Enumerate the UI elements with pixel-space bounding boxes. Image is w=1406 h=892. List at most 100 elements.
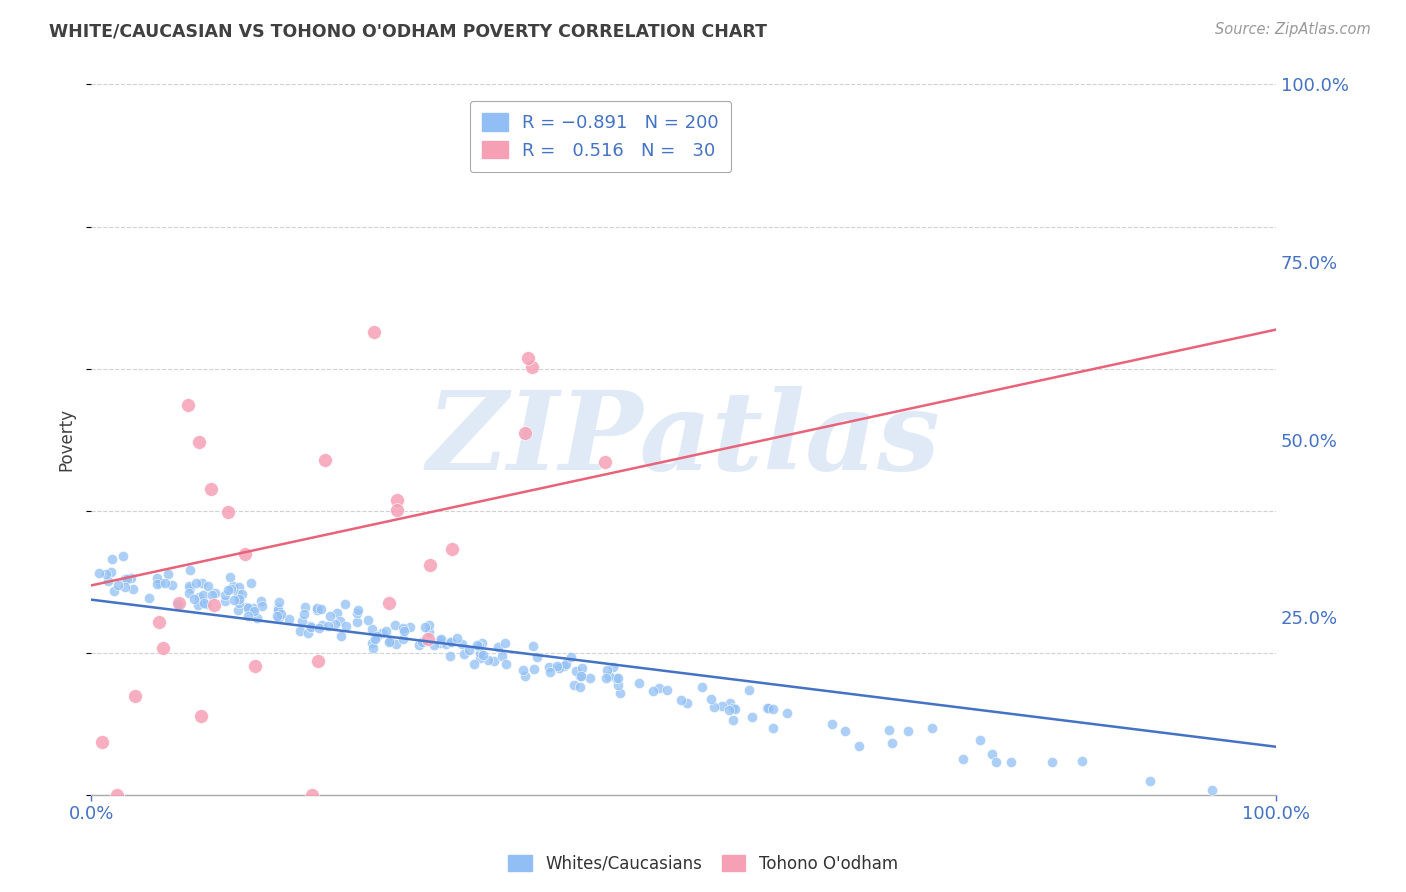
Point	[269, 610, 291, 624]
Point	[167, 596, 190, 610]
Point	[986, 755, 1008, 769]
Point	[346, 615, 368, 629]
Point	[596, 663, 619, 677]
Point	[429, 636, 451, 650]
Point	[468, 639, 491, 653]
Point	[179, 563, 201, 577]
Point	[228, 603, 250, 617]
Point	[471, 636, 494, 650]
Point	[537, 659, 560, 673]
Point	[183, 592, 205, 607]
Point	[648, 681, 671, 696]
Point	[177, 586, 200, 600]
Point	[299, 619, 322, 633]
Point	[375, 624, 398, 638]
Point	[335, 619, 357, 633]
Point	[326, 606, 349, 620]
Point	[1201, 782, 1223, 797]
Legend: Whites/Caucasians, Tohono O'odham: Whites/Caucasians, Tohono O'odham	[502, 848, 904, 880]
Point	[434, 637, 457, 651]
Point	[547, 661, 569, 675]
Point	[371, 626, 394, 640]
Point	[346, 606, 368, 620]
Point	[197, 579, 219, 593]
Point	[1040, 755, 1063, 769]
Point	[494, 636, 516, 650]
Point	[122, 582, 145, 596]
Point	[217, 583, 239, 598]
Point	[921, 721, 943, 735]
Point	[267, 603, 290, 617]
Point	[191, 588, 214, 602]
Point	[202, 598, 225, 612]
Point	[191, 576, 214, 591]
Point	[484, 654, 506, 668]
Point	[152, 640, 174, 655]
Point	[124, 689, 146, 703]
Point	[564, 678, 586, 692]
Point	[177, 398, 200, 412]
Point	[323, 616, 346, 631]
Point	[526, 650, 548, 665]
Point	[848, 739, 870, 753]
Point	[510, 139, 533, 153]
Point	[399, 620, 422, 634]
Point	[463, 657, 485, 672]
Point	[307, 655, 329, 669]
Point	[357, 614, 380, 628]
Point	[605, 671, 627, 685]
Point	[440, 635, 463, 649]
Point	[538, 665, 561, 680]
Point	[160, 578, 183, 592]
Point	[877, 723, 900, 737]
Point	[721, 713, 744, 727]
Point	[775, 706, 797, 720]
Point	[762, 702, 785, 716]
Point	[299, 620, 322, 634]
Point	[465, 639, 488, 653]
Point	[235, 600, 257, 615]
Point	[378, 634, 401, 648]
Point	[316, 619, 339, 633]
Point	[314, 452, 336, 467]
Point	[571, 661, 593, 675]
Point	[187, 598, 209, 612]
Point	[228, 587, 250, 601]
Point	[676, 697, 699, 711]
Point	[105, 788, 128, 802]
Point	[361, 641, 384, 656]
Point	[515, 425, 537, 440]
Point	[249, 594, 271, 608]
Point	[138, 591, 160, 606]
Point	[755, 701, 778, 715]
Point	[741, 709, 763, 723]
Point	[1139, 773, 1161, 788]
Point	[834, 724, 856, 739]
Point	[270, 607, 292, 621]
Point	[267, 600, 290, 615]
Point	[495, 657, 517, 671]
Point	[238, 609, 260, 624]
Point	[555, 657, 578, 671]
Point	[568, 680, 591, 694]
Point	[228, 596, 250, 610]
Point	[430, 632, 453, 646]
Point	[250, 599, 273, 613]
Point	[245, 659, 267, 673]
Point	[366, 630, 388, 644]
Point	[643, 684, 665, 698]
Point	[360, 622, 382, 636]
Point	[607, 671, 630, 685]
Point	[177, 579, 200, 593]
Point	[190, 594, 212, 608]
Point	[101, 552, 124, 566]
Point	[595, 671, 617, 685]
Point	[565, 665, 588, 679]
Point	[628, 676, 651, 690]
Point	[522, 360, 544, 375]
Point	[193, 596, 215, 610]
Point	[609, 686, 631, 700]
Point	[179, 581, 201, 595]
Point	[471, 648, 494, 662]
Point	[330, 630, 353, 644]
